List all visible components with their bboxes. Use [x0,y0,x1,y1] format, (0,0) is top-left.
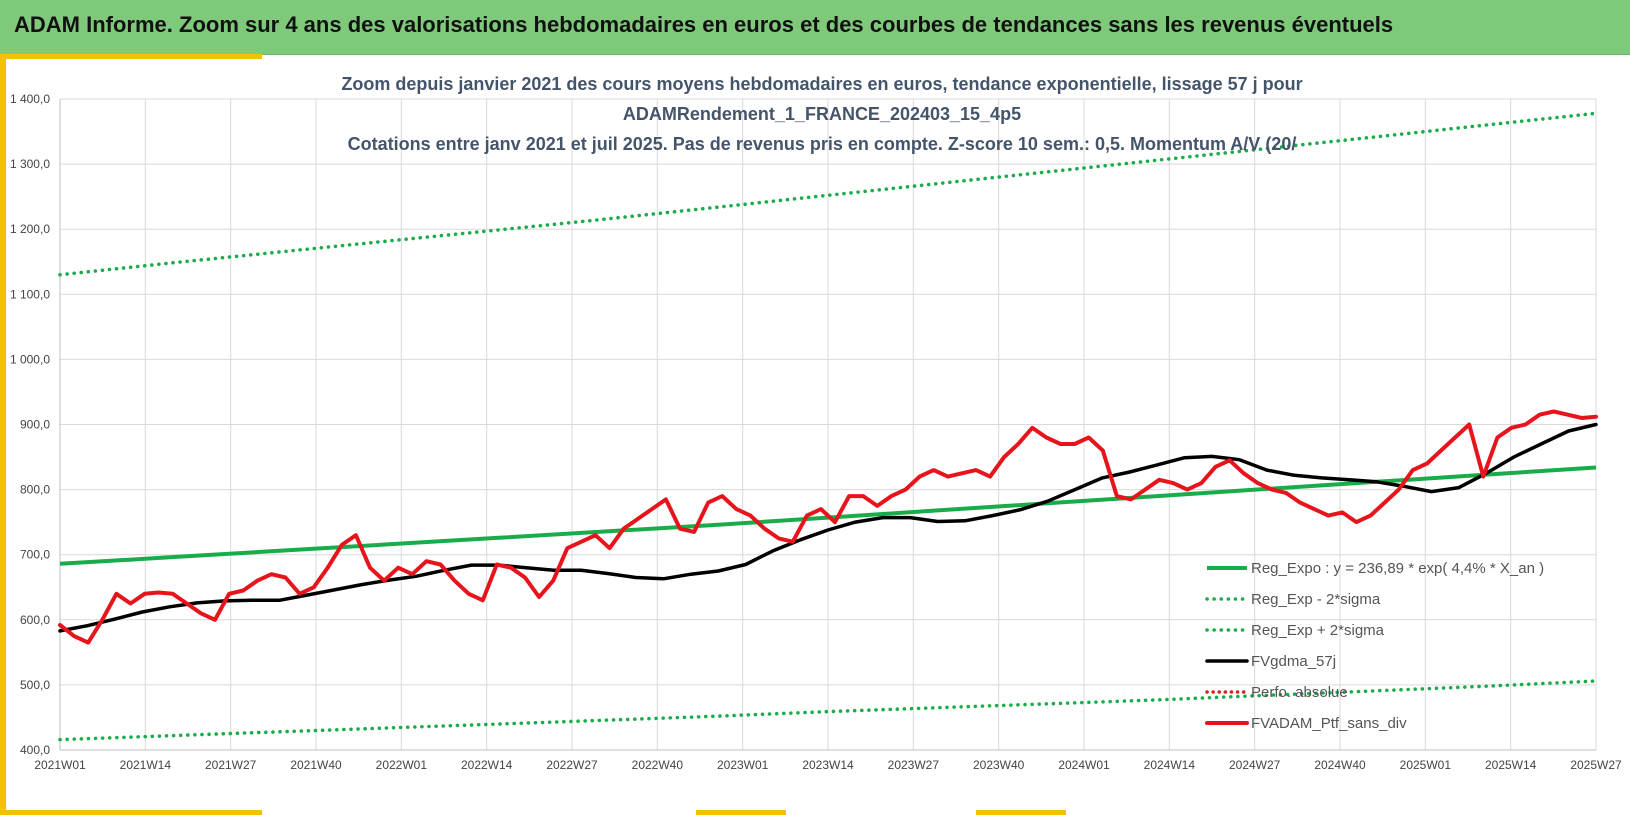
grid [59,98,1597,751]
chart-title-line-2: ADAMRendement_1_FRANCE_202403_15_4p5 [623,104,1021,124]
y-tick-label: 700,0 [20,548,50,562]
y-tick-label: 500,0 [20,678,50,692]
x-tick-label: 2023W27 [888,758,940,772]
y-tick-label: 1 300,0 [10,157,50,171]
x-tick-label: 2022W27 [546,758,598,772]
x-tick-label: 2025W27 [1570,758,1622,772]
x-tick-label: 2021W40 [290,758,342,772]
series [58,111,1598,742]
y-tick-label: 900,0 [20,418,50,432]
header-bar: ADAM Informe. Zoom sur 4 ans des valoris… [0,0,1630,55]
accent-stripe-left [0,54,6,815]
legend-label: Perfo. absolue [1251,684,1348,701]
y-tick-label: 800,0 [20,483,50,497]
legend-label: Reg_Exp - 2*sigma [1251,591,1381,608]
y-tick-label: 1 000,0 [10,352,50,366]
legend-label: FVADAM_Ptf_sans_div [1251,715,1407,732]
x-tick-label: 2021W14 [120,758,172,772]
x-tick-label: 2024W27 [1229,758,1281,772]
legend-label: Reg_Expo : y = 236,89 * exp( 4,4% * X_an… [1251,560,1544,577]
y-tick-label: 1 400,0 [10,92,50,106]
accent-stripe-bottom [0,810,262,815]
chart-title-line-1: Zoom depuis janvier 2021 des cours moyen… [341,74,1302,94]
x-tick-label: 2023W40 [973,758,1025,772]
x-tick-label: 2022W40 [632,758,684,772]
y-tick-label: 1 200,0 [10,222,50,236]
legend: Reg_Expo : y = 236,89 * exp( 4,4% * X_an… [1205,560,1544,732]
x-tick-label: 2024W40 [1314,758,1366,772]
series-line-1 [58,679,1598,742]
axes: 400,0 500,0 600,0 700,0 800,0 900,0 1 000,0 1 1… [10,92,1622,772]
page-title: ADAM Informe. Zoom sur 4 ans des valoris… [14,12,1394,37]
y-tick-label: 1 100,0 [10,287,50,301]
x-tick-label: 2022W14 [461,758,513,772]
x-tick-label: 2022W01 [376,758,428,772]
accent-stripe-top [0,54,262,59]
x-tick-label: 2021W27 [205,758,257,772]
accent-stripe-bottom [976,810,1066,815]
legend-label: Reg_Exp + 2*sigma [1251,622,1385,639]
x-tick-label: 2021W01 [34,758,86,772]
series-line-2 [58,111,1598,277]
x-tick-label: 2023W14 [802,758,854,772]
x-tick-label: 2024W14 [1144,758,1196,772]
x-tick-label: 2024W01 [1058,758,1110,772]
series-line-3 [58,422,1598,633]
chart-title: Zoom depuis janvier 2021 des cours moyen… [341,74,1302,154]
y-tick-label: 400,0 [20,743,50,757]
y-tick-label: 600,0 [20,613,50,627]
legend-label: FVgdma_57j [1251,653,1336,670]
series-line-5 [58,409,1598,645]
x-tick-label: 2025W14 [1485,758,1537,772]
accent-stripe-bottom [696,810,786,815]
x-tick-label: 2023W01 [717,758,769,772]
x-tick-label: 2025W01 [1400,758,1452,772]
chart-title-line-3: Cotations entre janv 2021 et juil 2025. … [348,134,1297,154]
